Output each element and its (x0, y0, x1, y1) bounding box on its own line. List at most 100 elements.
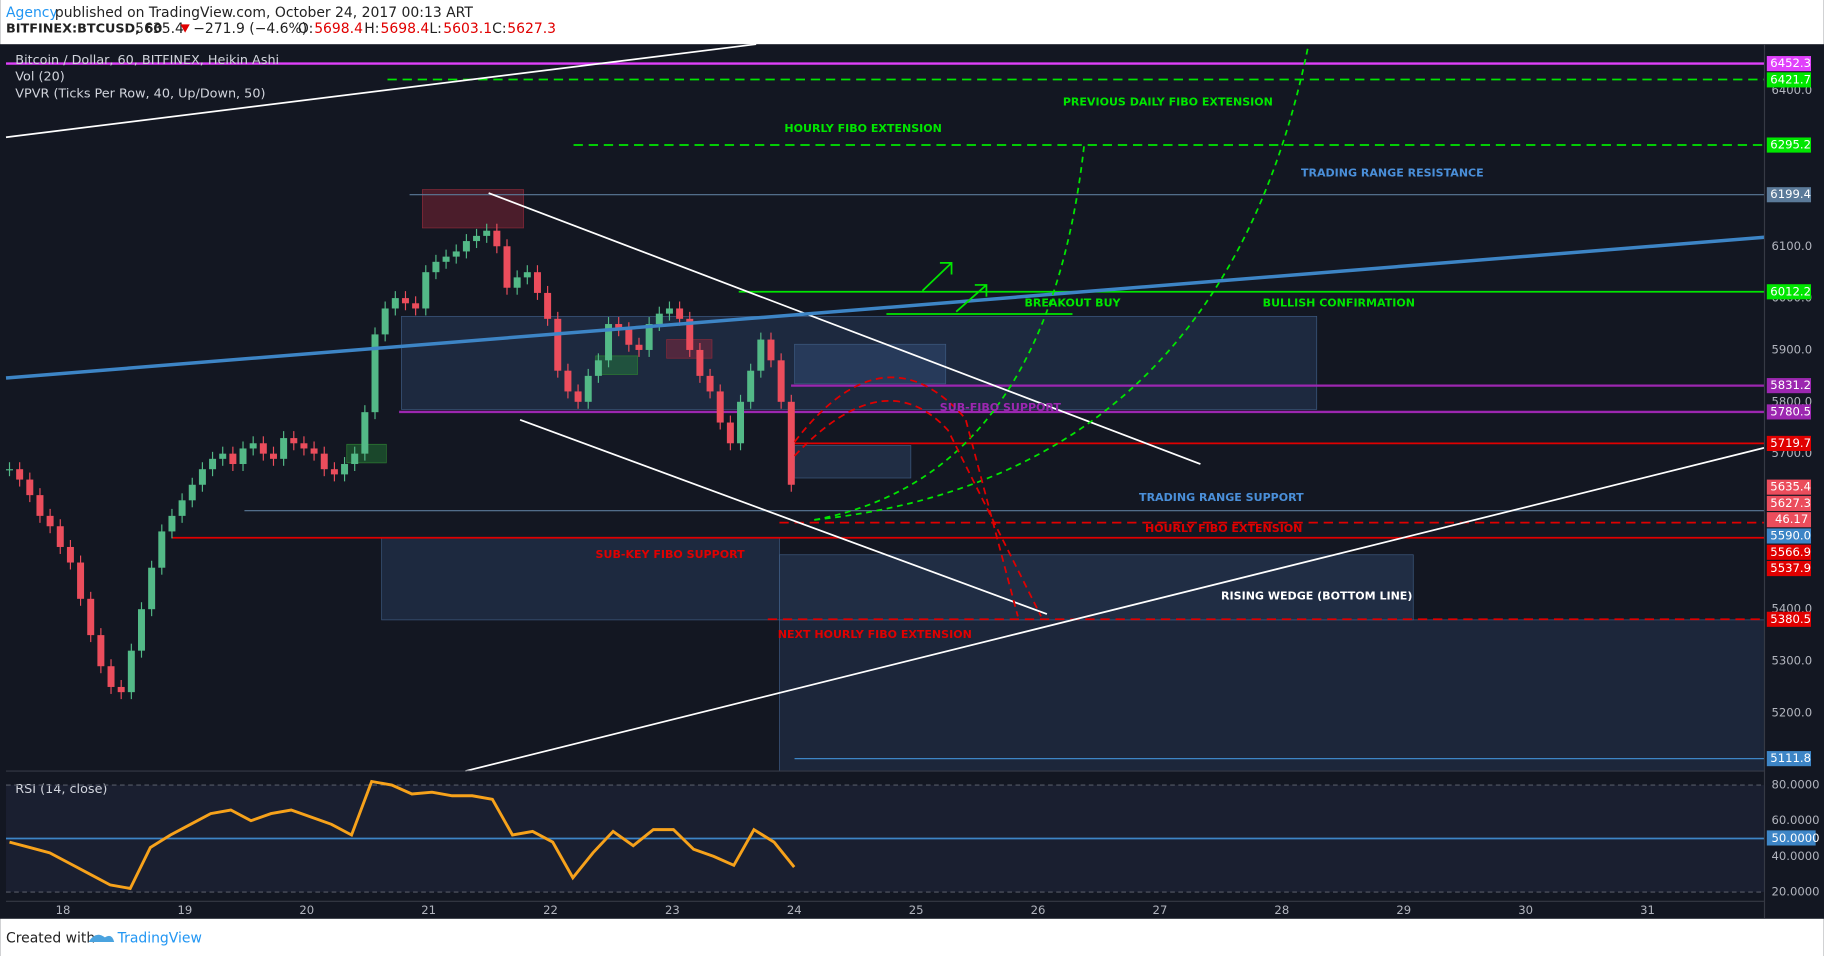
low: 5603.1 (443, 21, 492, 37)
high-label: H: (364, 21, 379, 37)
change: −271.9 (−4.6%) (193, 21, 307, 37)
candle (665, 308, 673, 314)
candle (310, 448, 318, 454)
axes: 6400.06100.06000.05900.05800.05700.05400… (56, 56, 1820, 917)
candle (483, 230, 491, 236)
price-label: 5111.8 (1770, 751, 1811, 765)
price-tick: 5300.0 (1771, 654, 1812, 668)
x-tick: 21 (421, 903, 436, 917)
indicator: Vol (20) (15, 69, 64, 84)
candle (56, 526, 64, 547)
logo (88, 934, 115, 943)
rsi-tick: 40.0000 (1771, 849, 1819, 863)
candle (635, 344, 643, 350)
author[interactable]: Agency (6, 5, 58, 21)
price-label: 5635.4 (1770, 480, 1811, 494)
arrow (955, 284, 988, 313)
candle (452, 251, 460, 257)
annotation: TRADING RANGE SUPPORT (1139, 491, 1304, 504)
volume-label: 46.17 (1775, 512, 1808, 526)
candle (127, 650, 135, 693)
price-label-box (1766, 479, 1812, 495)
trendline (5, 43, 757, 139)
price-tick: 5200.0 (1771, 705, 1812, 719)
candle (269, 453, 277, 459)
candle (462, 241, 470, 252)
candle (219, 453, 227, 459)
candle (787, 401, 795, 485)
annotation: SUB-KEY FIBO SUPPORT (596, 548, 746, 561)
candle (412, 303, 420, 309)
footer-brand[interactable]: TradingView (117, 931, 202, 947)
candle (422, 272, 430, 309)
x-tick: 24 (787, 903, 802, 917)
rsi-line (9, 779, 796, 891)
annotation: HOURLY FIBO EXTENSION (1145, 522, 1302, 535)
candle (401, 298, 409, 304)
candle (716, 391, 724, 423)
candle (148, 567, 156, 610)
candle (615, 324, 623, 330)
candle (351, 453, 359, 465)
annotation: TRADING RANGE RESISTANCE (1301, 166, 1484, 179)
rsi (6, 779, 1765, 893)
rsi-tick: 80.0000 (1771, 778, 1819, 792)
x-tick: 18 (56, 903, 71, 917)
zone-green (595, 355, 638, 375)
candle (767, 339, 775, 361)
volume-label-box (1766, 512, 1812, 528)
projection-red (793, 400, 1042, 617)
footer-created: Created with (6, 931, 95, 947)
candle (686, 318, 694, 350)
candle (36, 495, 44, 516)
price-label-box (1766, 528, 1812, 544)
price-label: 6012.2 (1770, 284, 1811, 298)
candle (107, 666, 115, 687)
candle (280, 438, 288, 459)
low-label: L: (429, 21, 441, 37)
price-label-box (1766, 751, 1812, 767)
candle (77, 562, 85, 599)
price-label-box (1766, 435, 1812, 451)
candle (605, 324, 613, 361)
candle (26, 479, 34, 496)
candle (87, 598, 95, 636)
price-label: 5780.5 (1770, 404, 1811, 418)
candle (757, 339, 765, 371)
candle (676, 308, 684, 319)
open-label: O: (298, 21, 313, 37)
annotation: PREVIOUS DAILY FIBO EXTENSION (1063, 95, 1273, 108)
candle (625, 329, 633, 345)
annotation: SUB-FIBO SUPPORT (940, 401, 1062, 414)
open: 5698.4 (314, 21, 363, 37)
zone (794, 445, 912, 479)
candle (533, 272, 541, 293)
zone (779, 554, 1414, 621)
candle (239, 448, 247, 465)
x-tick: 19 (177, 903, 192, 917)
x-tick: 26 (1031, 903, 1046, 917)
header-bg (0, 0, 1824, 45)
arrow (921, 261, 953, 292)
rsi-tick: 60.0000 (1771, 813, 1819, 827)
candle (188, 484, 196, 501)
candle (290, 438, 298, 444)
candle (168, 515, 176, 532)
candle (554, 318, 562, 371)
annotation: BREAKOUT BUY (1024, 297, 1121, 310)
candle (473, 235, 481, 242)
candle (117, 686, 125, 693)
candle (16, 469, 24, 480)
candle (66, 546, 74, 563)
projection (814, 44, 1310, 521)
candle (178, 500, 186, 516)
candle (544, 292, 552, 319)
projection-red (793, 376, 1019, 617)
candle (737, 401, 745, 444)
candle (706, 375, 714, 392)
annotation: NEXT HOURLY FIBO EXTENSION (778, 628, 972, 641)
trendline (488, 192, 1201, 465)
last-price: 5635.4 (135, 21, 184, 37)
zone (401, 315, 1318, 410)
